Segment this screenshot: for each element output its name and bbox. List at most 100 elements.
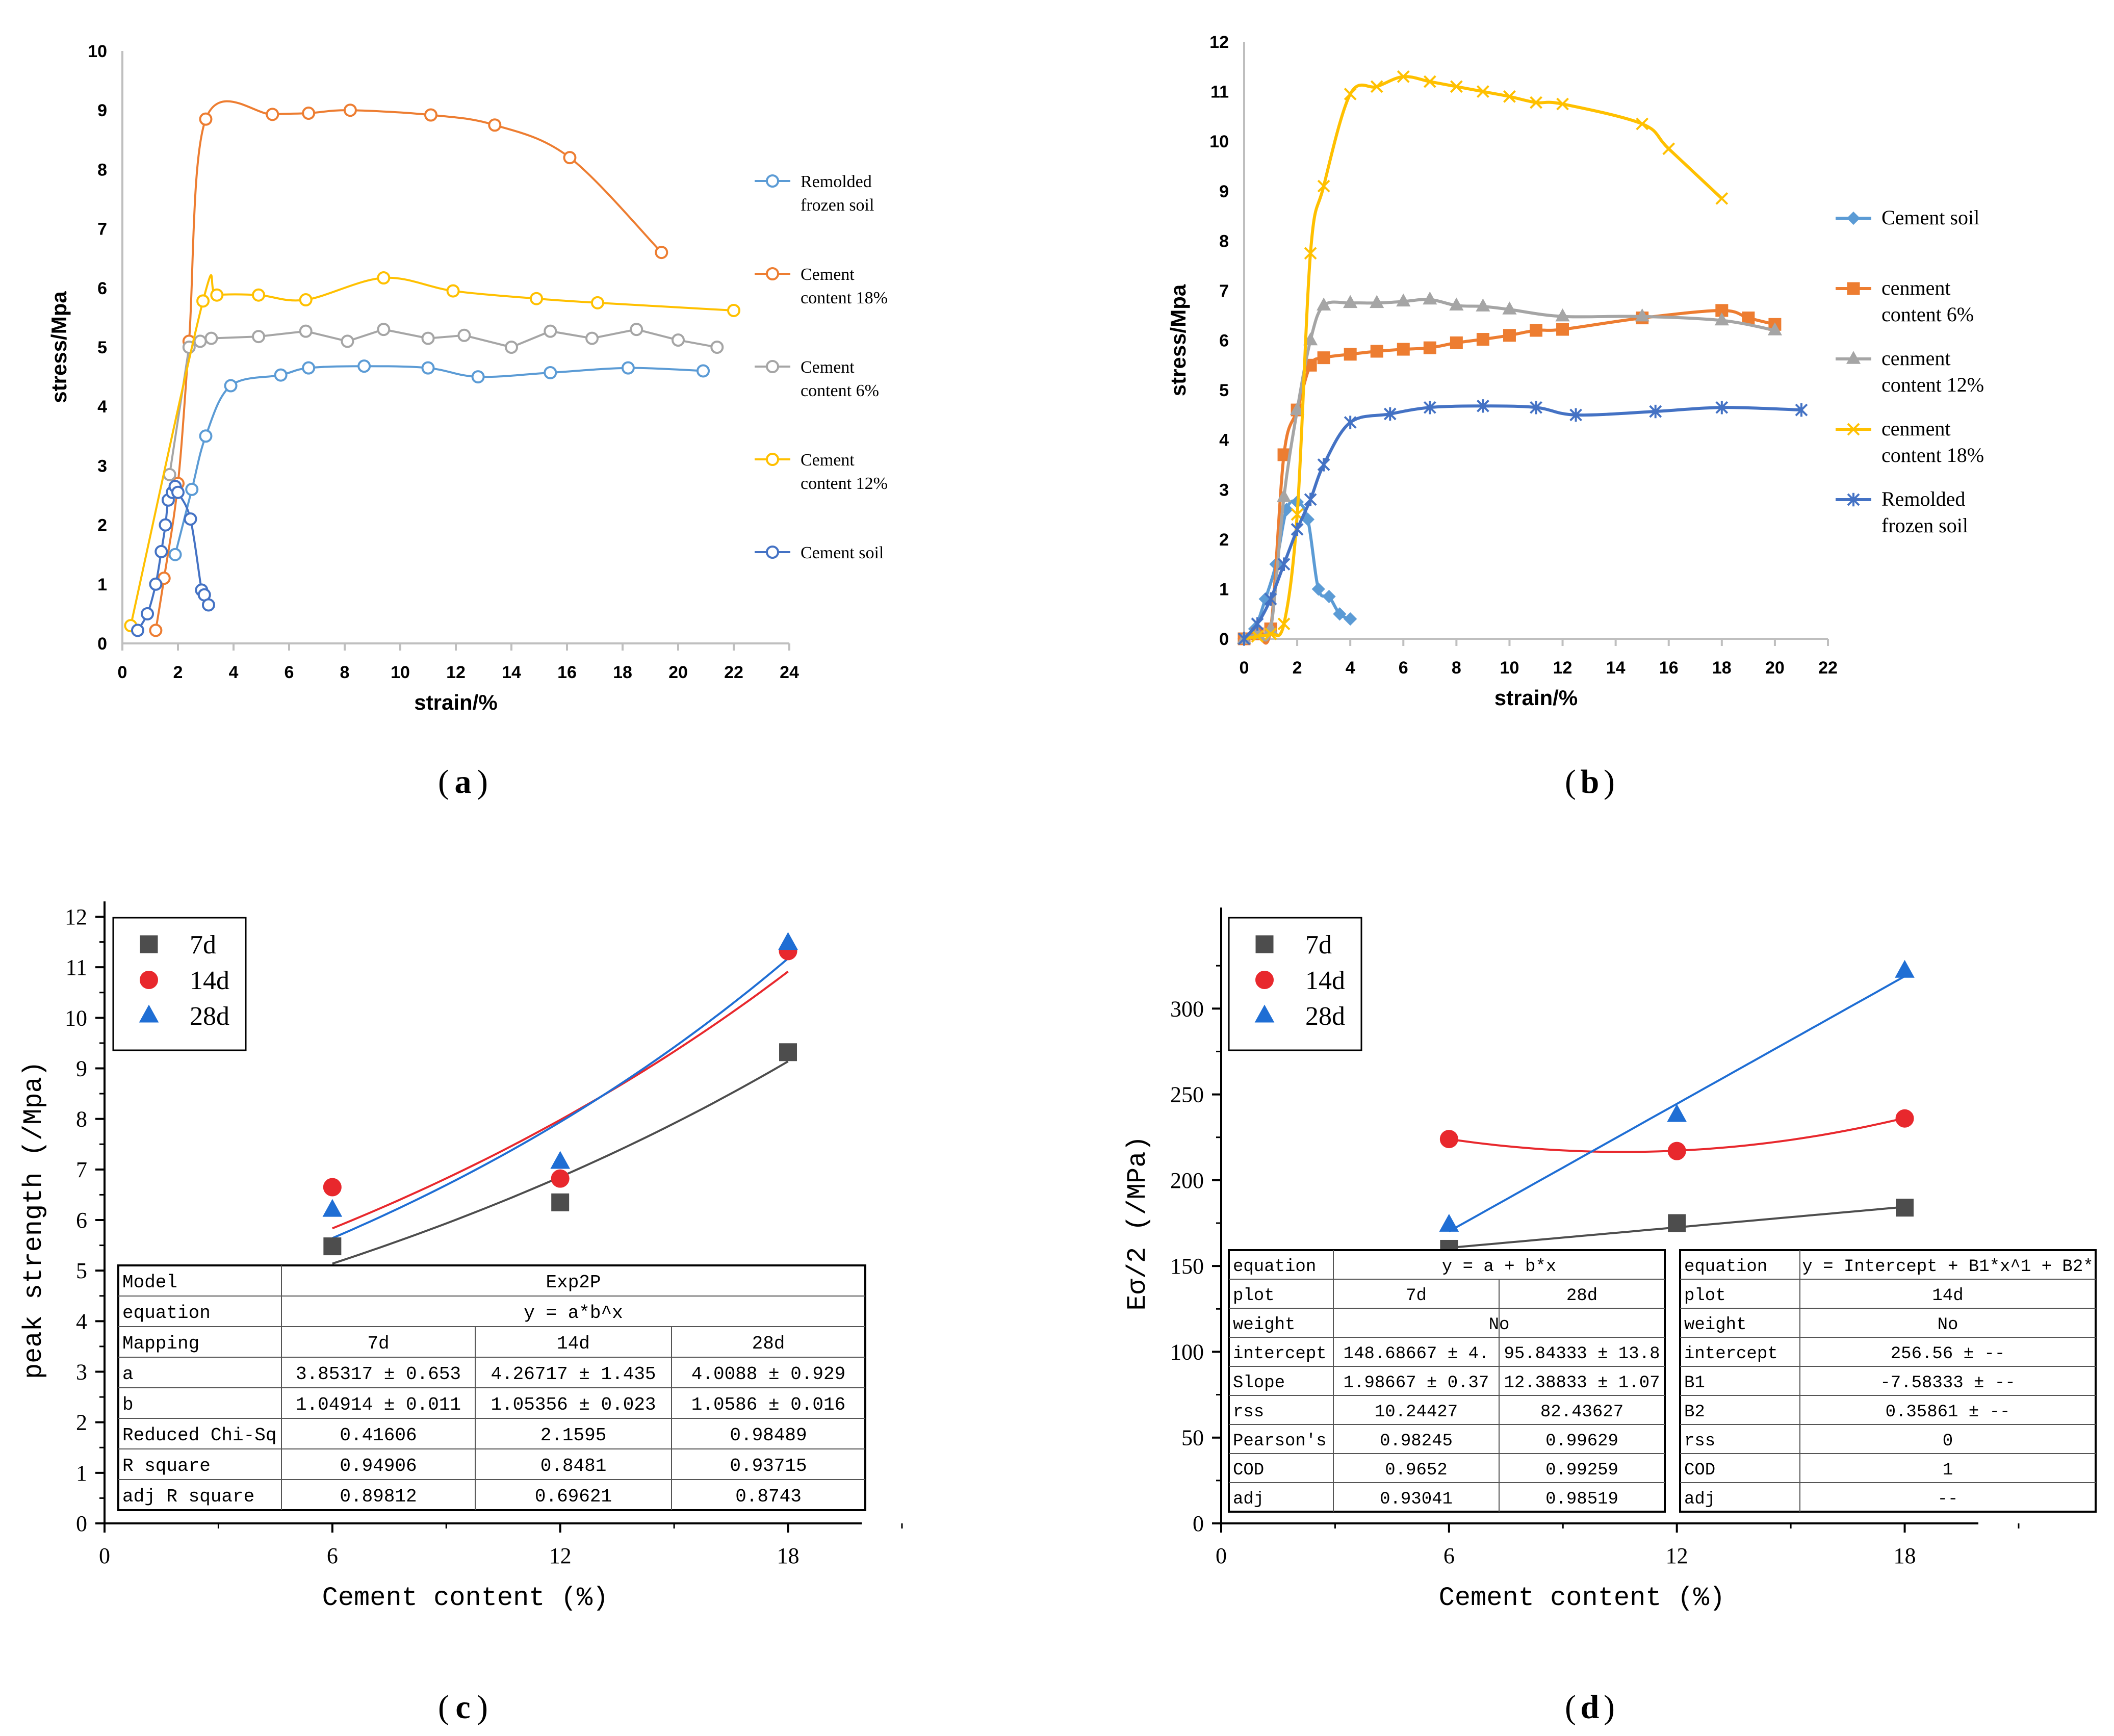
fit-curve-28d	[1448, 975, 1905, 1232]
data-point	[530, 292, 544, 305]
x-tick-label: 6	[1399, 658, 1408, 678]
legend-label: content 18%	[801, 289, 888, 307]
data-point	[302, 107, 316, 120]
data-point	[357, 359, 371, 373]
data-point	[1635, 308, 1649, 322]
table-cell: 28d	[1566, 1286, 1597, 1306]
data-point	[446, 284, 460, 298]
data-point	[1530, 401, 1542, 414]
legend-label: 14d	[190, 966, 229, 995]
table-cell: intercept	[1684, 1344, 1778, 1364]
y-axis-title: peak strength (/Mpa)	[19, 1061, 49, 1379]
legend-marker	[1255, 935, 1274, 953]
data-point	[1503, 90, 1516, 103]
panel-label-letter: d	[1581, 1689, 1600, 1726]
legend-label: cenment	[1881, 347, 1951, 370]
data-point	[1649, 404, 1662, 419]
table-cell: 95.84333 ± 13.8	[1504, 1344, 1660, 1364]
data-point	[184, 512, 197, 526]
x-tick-label: 12	[549, 1543, 572, 1568]
series-line	[1244, 75, 1723, 640]
legend-marker	[1847, 493, 1860, 507]
data-point	[302, 361, 316, 375]
y-tick-label: 0	[1219, 630, 1229, 649]
y-axis-title: Eσ/2 (/MPa)	[1123, 1135, 1153, 1310]
data-point	[266, 108, 279, 121]
legend-box	[1228, 917, 1362, 1051]
x-tick-label: 8	[340, 663, 350, 682]
series-cenment-content-12-	[1236, 291, 1783, 644]
panel-label-letter: a	[455, 763, 472, 800]
fit-curve-28d	[332, 957, 789, 1239]
data-point-14d	[323, 1178, 342, 1197]
data-point	[505, 341, 518, 354]
x-tick-label: 2	[173, 663, 183, 682]
y-tick-label: 9	[1219, 182, 1229, 201]
data-point	[1450, 336, 1463, 349]
y-tick-label: 3	[97, 456, 107, 476]
data-point	[185, 482, 199, 496]
data-point	[341, 334, 354, 348]
table-cell: 0.8743	[735, 1486, 802, 1507]
y-tick-label: 7	[97, 220, 107, 239]
panel-d: 0 6 12 18 0 50 100 150 200 250 300 Cement content (…	[1123, 908, 2097, 1726]
data-point	[1304, 493, 1317, 506]
legend-label: Cement soil	[801, 543, 884, 562]
table-cell: plot	[1684, 1286, 1726, 1306]
data-point	[1423, 341, 1436, 354]
data-point	[1276, 489, 1292, 502]
panel-label-close: )	[477, 1689, 488, 1726]
x-tick-label: 14	[502, 663, 521, 682]
y-tick-label: 3	[1219, 480, 1229, 500]
data-point	[1251, 617, 1264, 631]
data-point	[171, 485, 185, 499]
table-cell: 82.43627	[1540, 1403, 1623, 1422]
data-point	[424, 108, 437, 122]
data-point	[697, 364, 710, 378]
y-tick-label: 7	[1219, 281, 1229, 301]
data-point	[1317, 179, 1330, 193]
y-tick-label: 12	[1209, 33, 1229, 52]
legend-label: frozen soil	[801, 196, 874, 215]
data-point	[343, 103, 357, 117]
table-cell: equation	[1233, 1257, 1316, 1277]
data-point-7d	[779, 1043, 797, 1061]
data-point	[377, 323, 391, 336]
y-tick-label: 1	[76, 1461, 87, 1486]
data-point-7d	[1896, 1199, 1914, 1217]
table-cell: B1	[1684, 1374, 1705, 1393]
data-point	[224, 379, 238, 393]
data-point	[1277, 617, 1291, 631]
data-point	[210, 288, 224, 302]
y-tick-label: 100	[1170, 1339, 1204, 1364]
data-point	[544, 366, 557, 379]
x-tick-label: 8	[1452, 658, 1461, 678]
table-cell: weight	[1233, 1315, 1295, 1335]
data-point	[1767, 322, 1783, 335]
table-cell: rss	[1684, 1432, 1715, 1451]
x-tick-label: 22	[724, 663, 743, 682]
legend-marker	[1846, 351, 1861, 364]
data-point	[1530, 324, 1542, 337]
data-point	[457, 328, 471, 342]
data-point	[252, 330, 266, 344]
data-point	[1662, 142, 1675, 156]
data-point-28d	[1895, 960, 1915, 978]
table-cell: 14d	[1932, 1286, 1963, 1306]
data-point	[149, 624, 163, 637]
legend-marker	[139, 1004, 159, 1023]
panel-a: 0 2 4 6 8 10 12 14 16 18 20 22 24012345678910strain/…	[47, 42, 888, 800]
data-point	[1317, 297, 1331, 310]
data-point	[201, 598, 215, 612]
legend-label: content 18%	[1881, 444, 1984, 467]
data-point	[1396, 293, 1411, 307]
data-point	[1476, 298, 1490, 312]
table-cell: 0.8481	[540, 1456, 607, 1476]
legend-label: content 6%	[801, 381, 879, 400]
y-axis-title: stress/Mpa	[1166, 284, 1190, 396]
x-tick-label: 2	[1293, 658, 1302, 678]
data-point-28d	[322, 1199, 343, 1217]
data-point	[1277, 557, 1291, 571]
table-cell: equation	[1684, 1257, 1767, 1277]
